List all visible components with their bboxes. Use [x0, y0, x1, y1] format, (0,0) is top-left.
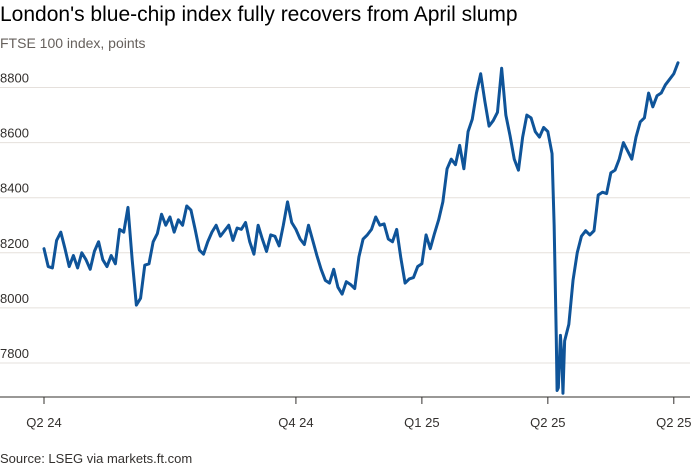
- series-line-ftse-100: [42, 61, 680, 395]
- y-tick-label: 8000: [0, 291, 29, 306]
- x-tick-label: Q4 24: [278, 415, 313, 430]
- x-tick-label: Q1 25: [404, 415, 439, 430]
- series-layer: [42, 61, 680, 395]
- x-axis: Q2 24 Q4 24 Q1 25 Q2 25 Q2 25: [0, 396, 692, 430]
- source-note: Source: LSEG via markets.ft.com: [0, 451, 193, 466]
- x-tick-label: Q2 24: [26, 415, 61, 430]
- y-tick-label: 8800: [0, 71, 29, 86]
- chart-title: London's blue-chip index fully recovers …: [0, 3, 518, 26]
- y-tick-label: 8400: [0, 181, 29, 196]
- x-tick-label: Q2 25: [530, 415, 565, 430]
- y-axis-labels: 7800 8000 8200 8400 8600 8800: [0, 71, 29, 361]
- y-tick-label: 7800: [0, 346, 29, 361]
- y-tick-label: 8200: [0, 236, 29, 251]
- chart-subtitle: FTSE 100 index, points: [0, 35, 146, 51]
- x-tick-label: Q2 25: [656, 415, 691, 430]
- gridlines: [0, 87, 690, 364]
- y-tick-label: 8600: [0, 126, 29, 141]
